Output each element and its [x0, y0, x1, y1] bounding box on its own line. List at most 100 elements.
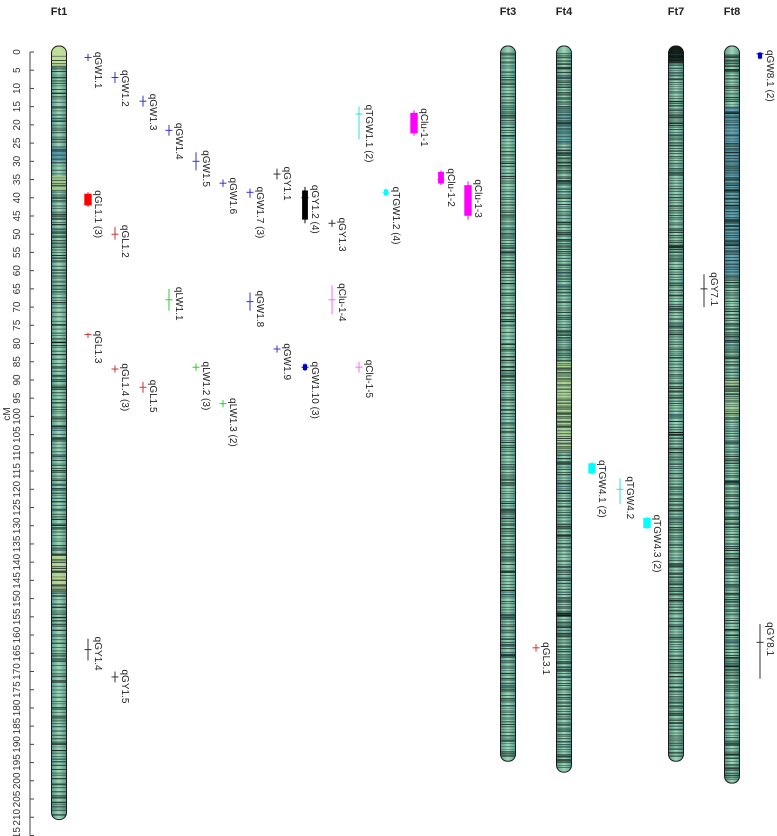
qtl-qgl1-4-3: qGL1.4 (3)	[111, 363, 130, 411]
chromosome-bands	[51, 46, 67, 816]
y-tick-label: 165	[12, 644, 23, 661]
chromosome-label: Ft1	[51, 6, 68, 18]
y-tick-label: 105	[12, 426, 23, 443]
chromosome-outline	[668, 45, 684, 762]
qtl-qgw1-3: qGW1.3	[139, 94, 158, 131]
y-tick-label: 120	[12, 481, 23, 498]
qtl-label: qGY1.3	[336, 218, 347, 252]
y-tick-label: 90	[12, 374, 23, 386]
qtl-label: qGW1.4	[173, 123, 184, 160]
qtl-label: qGY1.4	[92, 637, 103, 671]
qtl-qgy1-1: qGY1.1	[273, 167, 292, 201]
qtl-qgw1-7-3: qGW1.7 (3)	[246, 187, 265, 238]
qtl-qgl1-2: qGL1.2	[111, 225, 130, 258]
qtl-support-bar	[410, 112, 418, 134]
qtl-qgl1-3: qGL1.3	[84, 331, 103, 364]
qtl-label: qGY7.1	[708, 272, 719, 306]
chromosome-ft7: Ft7	[668, 6, 685, 762]
y-tick-label: 50	[12, 228, 23, 240]
qtl-label: qClu-1-1	[418, 108, 429, 147]
qtl-label: qGL1.3	[92, 331, 103, 364]
y-tick-label: 190	[12, 736, 23, 753]
chromosomes: Ft1 Ft3 Ft4 Ft7 Ft8	[51, 6, 741, 821]
qtl-label: qGW8.1 (2)	[764, 50, 775, 102]
y-tick-label: 195	[12, 754, 23, 771]
qtl-label: qGL1.4 (3)	[119, 363, 130, 411]
qtl-qgw1-1: qGW1.1	[84, 52, 103, 89]
qtl-qgl1-1-3: qGL1.1 (3)	[84, 190, 103, 238]
y-tick-label: 25	[12, 137, 23, 149]
qtl-qgy1-4: qGY1.4	[84, 637, 103, 671]
qtl-support-bar	[84, 193, 92, 206]
qtl-label: qLW1.3 (2)	[227, 398, 238, 447]
qtl-qclu-1-4: qClu-1-4	[328, 283, 347, 322]
y-axis-title: cM	[2, 407, 13, 420]
y-tick-label: 80	[12, 338, 23, 350]
y-tick-label: 200	[12, 772, 23, 789]
chromosome-ft4: Ft4	[556, 6, 573, 773]
qtl-support-bar	[464, 185, 472, 216]
qtl-label: qGW1.10 (3)	[309, 362, 320, 419]
chromosome-label: Ft8	[724, 6, 741, 18]
chromosome-ft3: Ft3	[500, 6, 517, 762]
qtl-label: qTGW4.1 (2)	[596, 460, 607, 518]
chromosome-label: Ft3	[500, 6, 517, 18]
chromosome-bands	[556, 53, 572, 769]
qtl-qtgw1-2-4: qTGW1.2 (4)	[382, 187, 401, 245]
qtl-label: qGW1.6	[227, 178, 238, 215]
qtl-label: qGY1.2 (4)	[309, 185, 320, 234]
y-tick-label: 20	[12, 119, 23, 131]
qtl-support-bar	[757, 52, 763, 59]
qtl-label: qGW1.9	[281, 343, 292, 380]
qtl-support-bar	[588, 463, 596, 474]
y-axis: cM 0 5 10 15 20 25 30 35 40 45 50 55 60 65 70 75 80 85 90 9…	[2, 49, 34, 836]
chromosome-label: Ft7	[668, 6, 685, 18]
qtl-qgw1-8: qGW1.8	[246, 291, 265, 328]
qtl-qgl1-5: qGL1.5	[139, 380, 158, 413]
qtl-qgy1-5: qGY1.5	[111, 669, 130, 704]
qtl-qtgw4-2: qTGW4.2	[616, 476, 635, 520]
qtl-qgw1-2: qGW1.2	[111, 70, 130, 107]
qtl-qgy1-3: qGY1.3	[328, 218, 347, 252]
qtl-label: qGY1.5	[119, 669, 130, 703]
qtl-label: qGY1.1	[281, 167, 292, 201]
qtl-label: qGW1.1	[92, 52, 103, 89]
y-tick-label: 70	[12, 301, 23, 313]
y-tick-label: 175	[12, 681, 23, 698]
qtl-label: qTGW1.1 (2)	[363, 105, 374, 163]
chromosome-outline	[51, 45, 67, 821]
qtl-label: qGL1.2	[119, 225, 130, 258]
y-tick-label: 5	[12, 67, 23, 73]
qtl-label: qTGW1.2 (4)	[390, 187, 401, 245]
chromosome-ft1: Ft1	[51, 6, 68, 821]
qtl-support-bar	[643, 517, 651, 529]
y-tick-label: 155	[12, 608, 23, 625]
qtl-qtgw1-1-2: qTGW1.1 (2)	[355, 105, 374, 163]
qtl-qgw8-1-2: qGW8.1 (2)	[756, 50, 775, 102]
qtl-qgy7-1: qGY7.1	[700, 272, 719, 308]
qtl-label: qTGW4.2	[624, 476, 635, 519]
chromosome-label: Ft4	[556, 6, 573, 18]
y-tick-label: 180	[12, 699, 23, 716]
qtl-qclu-1-3: qClu-1-3	[464, 179, 483, 220]
y-tick-label: 95	[12, 392, 23, 404]
chromosome-bands	[724, 54, 740, 780]
qtl-qtgw4-3-2: qTGW4.3 (2)	[643, 515, 662, 572]
y-tick-label: 185	[12, 717, 23, 734]
y-tick-label: 110	[12, 444, 23, 460]
qtl-label: qGL1.5	[147, 380, 158, 413]
qtl-label: qClu-1-5	[363, 360, 374, 399]
y-tick-label: 100	[12, 408, 23, 425]
qtl-label: qGW1.2	[119, 70, 130, 107]
y-tick-label: 205	[12, 790, 23, 807]
y-tick-label: 85	[12, 356, 23, 368]
qtl-qlw1-2-3: qLW1.2 (3)	[192, 362, 211, 410]
qtls: qGW1.1 qGW1.2 qGW1.3 qGW1.4 qGW1.5 qGW1.6 qGW1…	[84, 50, 775, 704]
qtl-qtgw4-1-2: qTGW4.1 (2)	[588, 460, 607, 518]
chromosome-bands	[500, 52, 516, 757]
y-tick-label: 135	[12, 535, 23, 552]
qtl-qclu-1-2: qClu-1-2	[437, 168, 456, 207]
y-tick-label: 10	[12, 82, 23, 94]
qtl-qlw1-1: qLW1.1	[165, 287, 184, 321]
chromosome-outline	[556, 45, 572, 773]
